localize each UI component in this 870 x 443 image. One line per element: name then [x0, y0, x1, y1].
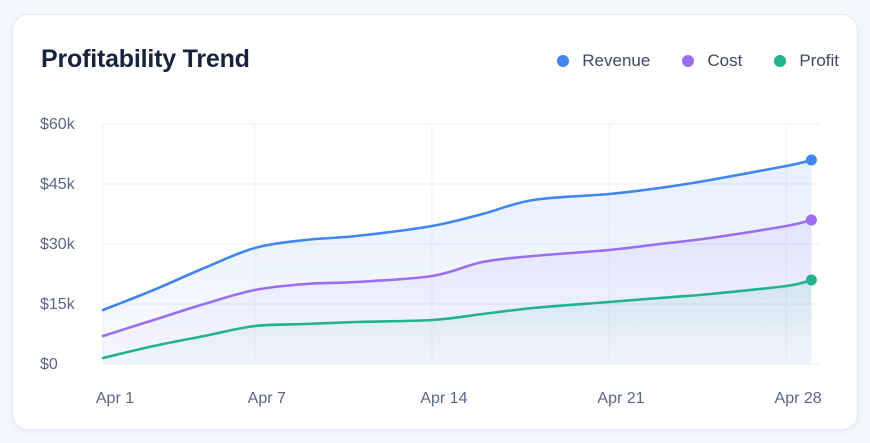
y-tick-label: $30k [40, 236, 76, 253]
y-tick-label: $60k [40, 116, 76, 133]
endpoint-revenue [805, 154, 817, 166]
y-tick-label: $45k [40, 176, 76, 193]
legend-label-profit: Profit [799, 51, 839, 70]
legend-label-revenue: Revenue [582, 51, 651, 70]
x-tick-label: Apr 14 [420, 390, 467, 407]
y-tick-label: $0 [40, 356, 58, 373]
legend-item-cost[interactable]: Cost [682, 51, 742, 71]
x-tick-label: Apr 1 [96, 390, 134, 407]
chart-legend: Revenue Cost Profit [525, 51, 839, 71]
chart-title: Profitability Trend [41, 45, 250, 73]
y-tick-label: $15k [40, 296, 76, 313]
line-profit [101, 278, 813, 360]
line-revenue [101, 158, 813, 312]
legend-label-cost: Cost [707, 51, 743, 70]
endpoint-profit [805, 274, 817, 286]
legend-item-revenue[interactable]: Revenue [557, 51, 650, 71]
x-tick-label: Apr 28 [775, 390, 822, 407]
x-tick-label: Apr 21 [597, 390, 644, 407]
legend-item-profit[interactable]: Profit [774, 51, 839, 71]
line-cost [101, 218, 813, 338]
legend-dot-revenue [557, 55, 570, 67]
x-tick-label: Apr 7 [248, 390, 286, 407]
legend-dot-cost [682, 55, 695, 67]
endpoint-cost [805, 214, 817, 226]
legend-dot-profit [774, 55, 787, 67]
